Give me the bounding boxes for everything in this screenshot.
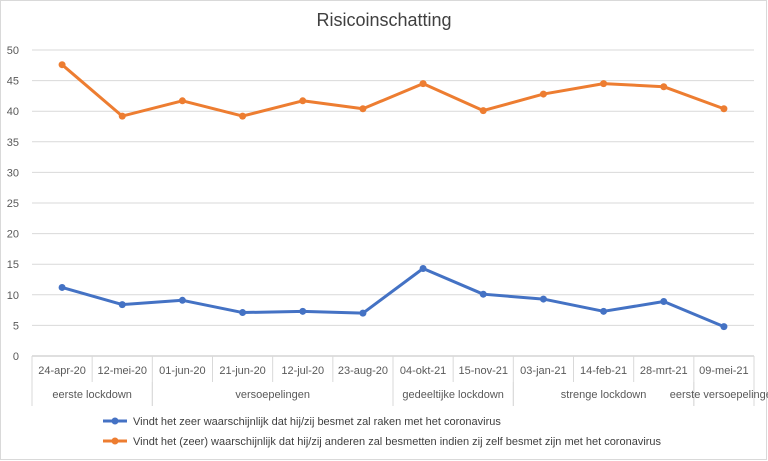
data-point	[239, 309, 247, 317]
data-point	[660, 298, 668, 306]
x-group-label: eerste versoepelingen	[670, 389, 768, 401]
y-tick-label: 15	[7, 259, 19, 271]
chart-title: Risicoinschatting	[316, 10, 452, 30]
x-tick-label: 12-mei-20	[97, 365, 147, 377]
y-tick-label: 40	[7, 106, 19, 118]
x-tick-label: 23-aug-20	[338, 365, 388, 377]
y-tick-label: 5	[13, 320, 19, 332]
x-tick-label: 14-feb-21	[580, 365, 627, 377]
legend-label: Vindt het (zeer) waarschijnlijk dat hij/…	[133, 436, 662, 448]
x-tick-label: 24-apr-20	[38, 365, 86, 377]
y-tick-label: 45	[7, 76, 19, 88]
series-line-2	[60, 63, 726, 118]
data-point	[178, 296, 186, 304]
y-tick-label: 30	[7, 167, 19, 179]
data-point	[720, 105, 728, 113]
data-point	[600, 307, 608, 315]
y-tick-label: 35	[7, 137, 19, 149]
x-tick-label: 03-jan-21	[520, 365, 566, 377]
data-point	[299, 307, 307, 315]
data-point	[660, 83, 668, 91]
y-tick-label: 20	[7, 229, 19, 241]
data-point	[239, 112, 247, 120]
x-group-label: eerste lockdown	[52, 389, 132, 401]
x-group-label: strenge lockdown	[561, 389, 647, 401]
legend-label: Vindt het zeer waarschijnlijk dat hij/zi…	[133, 416, 501, 428]
data-point	[720, 323, 728, 331]
x-tick-label: 12-jul-20	[281, 365, 324, 377]
x-group-label: gedeeltijke lockdown	[402, 389, 504, 401]
gridlines	[32, 49, 754, 357]
data-point	[178, 97, 186, 105]
data-point	[118, 301, 126, 309]
x-tick-label: 21-jun-20	[219, 365, 265, 377]
data-point	[58, 61, 66, 69]
series-line-1	[60, 266, 726, 329]
y-tick-label: 0	[13, 351, 19, 363]
x-tick-label: 01-jun-20	[159, 365, 205, 377]
data-point	[419, 264, 427, 272]
series-lines	[58, 61, 728, 331]
x-tick-label: 28-mrt-21	[640, 365, 688, 377]
y-tick-label: 25	[7, 198, 19, 210]
legend-marker	[111, 437, 119, 445]
data-point	[299, 97, 307, 105]
y-axis-ticks: 0 5 10 15 20 25 30 35 40 45 50	[7, 45, 19, 363]
x-tick-label: 04-okt-21	[400, 365, 446, 377]
x-tick-label: 09-mei-21	[699, 365, 749, 377]
data-point	[118, 112, 126, 120]
data-point	[58, 283, 66, 291]
data-point	[539, 90, 547, 98]
x-group-label: versoepelingen	[235, 389, 310, 401]
data-point	[359, 105, 367, 113]
x-axis: 24-apr-20 12-mei-20 01-jun-20 21-jun-20 12-j…	[31, 356, 768, 406]
y-tick-label: 50	[7, 45, 19, 57]
data-point	[419, 80, 427, 88]
data-point	[479, 107, 487, 115]
x-tick-label: 15-nov-21	[458, 365, 508, 377]
legend: Vindt het zeer waarschijnlijk dat hij/zi…	[103, 416, 662, 448]
data-point	[359, 309, 367, 317]
y-tick-label: 10	[7, 290, 19, 302]
data-point	[479, 290, 487, 298]
legend-marker	[111, 417, 119, 425]
data-point	[539, 295, 547, 303]
data-point	[600, 80, 608, 88]
